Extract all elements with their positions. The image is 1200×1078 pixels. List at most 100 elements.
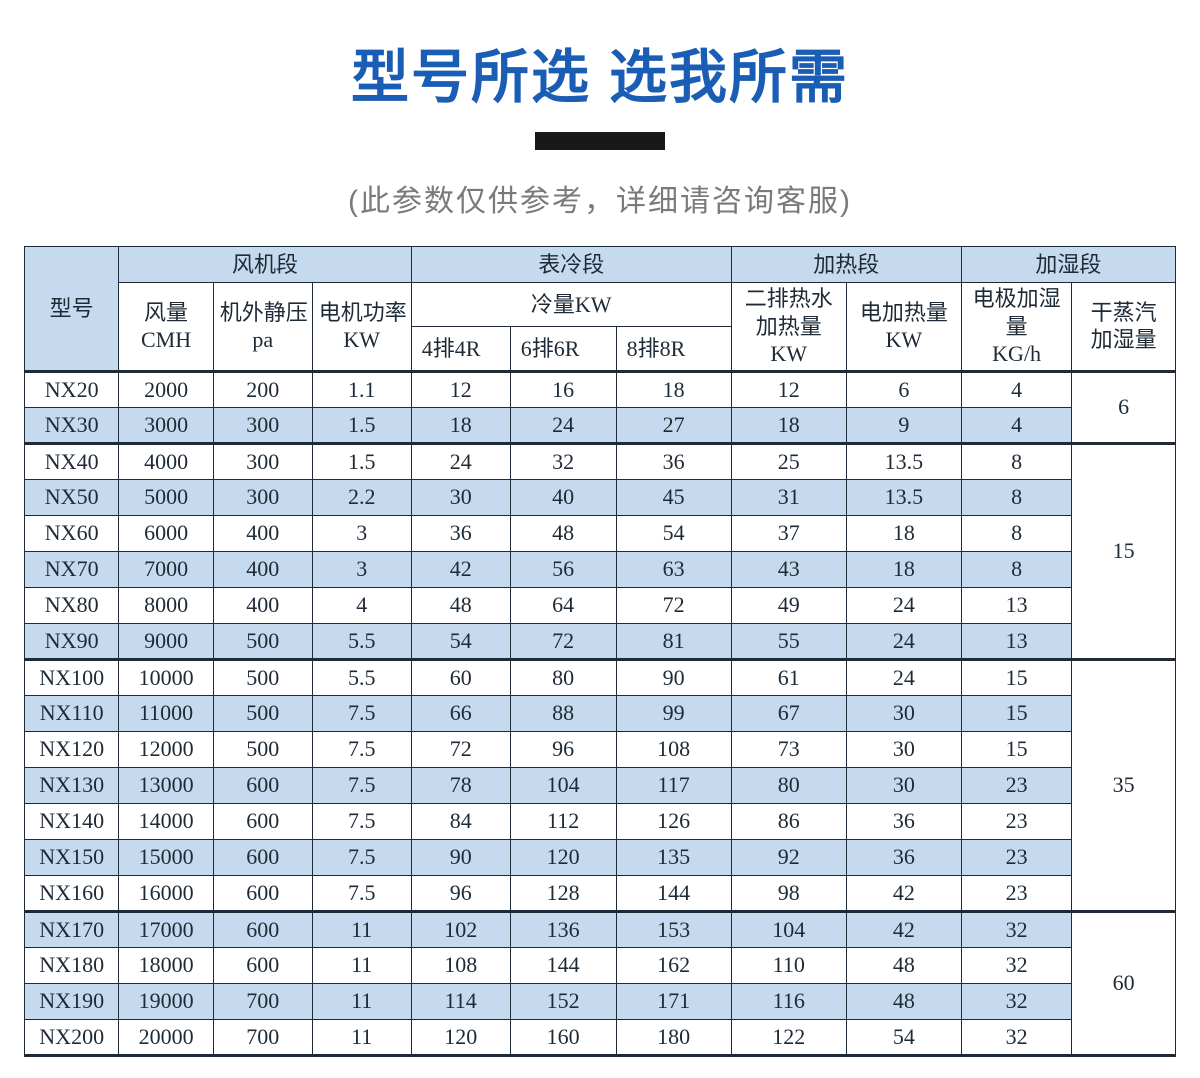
- cell-power: 1.5: [312, 407, 411, 443]
- cell-flow: 10000: [119, 659, 213, 695]
- cell-model: NX50: [25, 479, 119, 515]
- cell-press: 600: [213, 947, 312, 983]
- cell-r4: 60: [411, 659, 510, 695]
- cell-r6: 48: [510, 515, 616, 551]
- cell-model: NX60: [25, 515, 119, 551]
- cell-r4: 42: [411, 551, 510, 587]
- cell-r4: 54: [411, 623, 510, 659]
- th-8r: 8排8R: [616, 327, 731, 371]
- cell-flow: 6000: [119, 515, 213, 551]
- table-row: NX19019000700111141521711164832: [25, 983, 1176, 1019]
- cell-r6: 16: [510, 371, 616, 407]
- cell-r8: 162: [616, 947, 731, 983]
- cell-r8: 144: [616, 875, 731, 911]
- cell-r4: 96: [411, 875, 510, 911]
- table-row: NX130130006007.578104117803023: [25, 767, 1176, 803]
- cell-r6: 72: [510, 623, 616, 659]
- th-4r: 4排4R: [411, 327, 510, 371]
- cell-r4: 90: [411, 839, 510, 875]
- cell-r4: 12: [411, 371, 510, 407]
- cell-flow: 17000: [119, 911, 213, 947]
- cell-hw: 67: [731, 695, 846, 731]
- cell-flow: 13000: [119, 767, 213, 803]
- cell-ehum: 23: [961, 803, 1071, 839]
- cell-ehum: 23: [961, 767, 1071, 803]
- cell-flow: 2000: [119, 371, 213, 407]
- cell-r6: 112: [510, 803, 616, 839]
- cell-r8: 36: [616, 443, 731, 479]
- cell-hw: 61: [731, 659, 846, 695]
- th-humid-section: 加湿段: [961, 247, 1175, 283]
- cell-hw: 31: [731, 479, 846, 515]
- cell-press: 300: [213, 443, 312, 479]
- cell-power: 7.5: [312, 875, 411, 911]
- cell-r6: 160: [510, 1019, 616, 1055]
- cell-r4: 108: [411, 947, 510, 983]
- cell-r8: 81: [616, 623, 731, 659]
- cell-r8: 90: [616, 659, 731, 695]
- th-ext-press: 机外静压pa: [213, 283, 312, 372]
- cell-r4: 102: [411, 911, 510, 947]
- th-air-flow: 风量CMH: [119, 283, 213, 372]
- cell-eheat: 36: [846, 803, 961, 839]
- cell-steam: 15: [1072, 443, 1176, 659]
- cell-ehum: 13: [961, 587, 1071, 623]
- th-heating-section: 加热段: [731, 247, 961, 283]
- title-underline: [535, 132, 665, 150]
- cell-model: NX130: [25, 767, 119, 803]
- cell-eheat: 18: [846, 515, 961, 551]
- cell-ehum: 23: [961, 875, 1071, 911]
- cell-hw: 116: [731, 983, 846, 1019]
- table-row: NX1701700060011102136153104423260: [25, 911, 1176, 947]
- cell-hw: 43: [731, 551, 846, 587]
- cell-flow: 7000: [119, 551, 213, 587]
- table-row: NX4040003001.52432362513.5815: [25, 443, 1176, 479]
- cell-r4: 24: [411, 443, 510, 479]
- table-row: NX150150006007.590120135923623: [25, 839, 1176, 875]
- th-steam-humid: 干蒸汽加湿量: [1072, 283, 1176, 372]
- cell-model: NX200: [25, 1019, 119, 1055]
- table-row: NX120120005007.57296108733015: [25, 731, 1176, 767]
- cell-hw: 86: [731, 803, 846, 839]
- cell-eheat: 42: [846, 875, 961, 911]
- table-row: NX707000400342566343188: [25, 551, 1176, 587]
- cell-model: NX90: [25, 623, 119, 659]
- cell-ehum: 8: [961, 551, 1071, 587]
- cell-model: NX140: [25, 803, 119, 839]
- cell-power: 2.2: [312, 479, 411, 515]
- cell-r6: 80: [510, 659, 616, 695]
- table-row: NX18018000600111081441621104832: [25, 947, 1176, 983]
- cell-press: 500: [213, 623, 312, 659]
- cell-ehum: 4: [961, 407, 1071, 443]
- cell-press: 500: [213, 731, 312, 767]
- table-row: NX2020002001.112161812646: [25, 371, 1176, 407]
- page-subtitle: (此参数仅供参考，详细请咨询客服): [24, 176, 1176, 220]
- cell-press: 400: [213, 551, 312, 587]
- cell-r6: 104: [510, 767, 616, 803]
- cell-press: 300: [213, 479, 312, 515]
- table-row: NX140140006007.584112126863623: [25, 803, 1176, 839]
- cell-r8: 108: [616, 731, 731, 767]
- cell-r6: 40: [510, 479, 616, 515]
- cell-flow: 11000: [119, 695, 213, 731]
- th-elec-humid: 电极加湿量KG/h: [961, 283, 1071, 372]
- cell-ehum: 32: [961, 947, 1071, 983]
- cell-r8: 117: [616, 767, 731, 803]
- table-header: 型号 风机段 表冷段 加热段 加湿段 风量CMH 机外静压pa 电机功率KW 冷…: [25, 247, 1176, 372]
- page-title: 型号所选 选我所需: [24, 30, 1176, 114]
- cell-press: 200: [213, 371, 312, 407]
- spec-table: 型号 风机段 表冷段 加热段 加湿段 风量CMH 机外静压pa 电机功率KW 冷…: [24, 246, 1176, 1057]
- cell-power: 5.5: [312, 623, 411, 659]
- cell-ehum: 13: [961, 623, 1071, 659]
- cell-ehum: 32: [961, 1019, 1071, 1055]
- cell-eheat: 24: [846, 623, 961, 659]
- cell-model: NX170: [25, 911, 119, 947]
- cell-power: 11: [312, 947, 411, 983]
- cell-press: 600: [213, 911, 312, 947]
- cell-hw: 37: [731, 515, 846, 551]
- cell-r8: 180: [616, 1019, 731, 1055]
- cell-ehum: 8: [961, 443, 1071, 479]
- cell-power: 7.5: [312, 839, 411, 875]
- cell-model: NX30: [25, 407, 119, 443]
- cell-model: NX100: [25, 659, 119, 695]
